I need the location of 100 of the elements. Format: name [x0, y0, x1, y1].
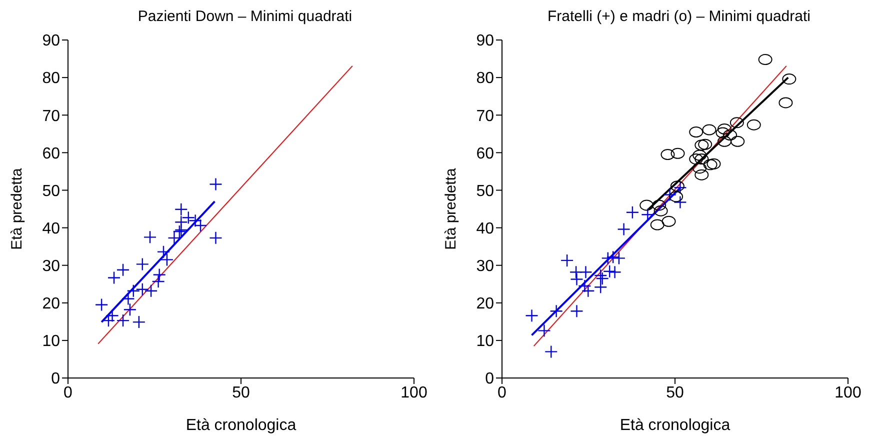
point — [778, 97, 793, 108]
y-tick-label: 80 — [42, 70, 60, 88]
point — [525, 309, 538, 322]
point — [617, 222, 630, 236]
point — [650, 219, 664, 230]
y-tick-label: 30 — [42, 258, 60, 276]
point — [670, 148, 685, 159]
x-tick-label: 0 — [498, 384, 507, 402]
point — [123, 303, 137, 316]
y-tick-label: 90 — [476, 32, 494, 50]
point — [689, 126, 704, 138]
point — [132, 315, 146, 329]
point — [670, 180, 684, 192]
point — [694, 154, 709, 165]
chart-title: Pazienti Down – Minimi quadrati — [136, 8, 354, 27]
point — [143, 230, 157, 244]
y-tick-label: 20 — [476, 296, 494, 313]
point — [116, 263, 130, 276]
point — [641, 208, 654, 222]
point — [601, 252, 614, 265]
point — [652, 200, 666, 211]
point — [209, 178, 222, 191]
point — [136, 258, 149, 271]
point — [612, 252, 626, 265]
x-tick-label: 50 — [666, 384, 684, 402]
point — [107, 271, 121, 284]
point — [730, 136, 745, 147]
chart-title: Fratelli (+) e madri (o) – Minimi quadrati — [546, 8, 812, 27]
point — [654, 205, 668, 216]
point — [122, 292, 135, 306]
y-tick-label: 80 — [476, 70, 494, 88]
point — [689, 154, 704, 165]
y-tick-label: 40 — [476, 220, 494, 238]
point — [716, 127, 730, 138]
point — [106, 309, 119, 322]
point — [674, 180, 687, 194]
point — [660, 149, 675, 160]
point — [579, 265, 592, 279]
y-tick-label: 40 — [42, 220, 60, 238]
y-tick-label: 70 — [42, 108, 60, 125]
point — [692, 150, 707, 161]
point — [626, 206, 640, 219]
point — [608, 265, 622, 279]
point — [152, 268, 166, 282]
point — [698, 138, 712, 150]
x-tick-label: 100 — [400, 384, 428, 402]
point — [94, 298, 108, 312]
point — [594, 280, 608, 294]
point — [594, 268, 608, 282]
point — [550, 304, 563, 318]
point — [640, 200, 654, 211]
point — [674, 196, 687, 209]
y-axis-title: Età predetta — [8, 167, 26, 250]
point — [706, 158, 721, 170]
point — [126, 284, 140, 298]
point — [606, 250, 620, 264]
y-tick-label: 10 — [42, 333, 60, 350]
point — [663, 188, 676, 202]
point — [746, 119, 761, 130]
y-tick-label: 90 — [42, 32, 60, 50]
point — [544, 345, 558, 358]
point — [603, 264, 616, 278]
point — [168, 231, 181, 245]
point — [152, 274, 165, 288]
y-tick-label: 70 — [476, 108, 494, 125]
x-tick-label: 0 — [64, 384, 73, 402]
y-tick-label: 30 — [476, 258, 494, 276]
y-tick-label: 0 — [51, 370, 60, 388]
point — [702, 124, 716, 136]
point — [570, 304, 584, 318]
point — [703, 159, 718, 170]
y-tick-label: 20 — [42, 296, 60, 313]
x-tick-label: 50 — [232, 384, 250, 402]
y-tick-label: 60 — [476, 145, 494, 162]
point — [717, 136, 732, 147]
x-axis-title: Età cronologica — [186, 417, 296, 434]
y-tick-label: 60 — [42, 145, 60, 162]
point — [144, 284, 158, 298]
x-tick-label: 100 — [834, 384, 862, 402]
y-tick-label: 0 — [485, 370, 494, 388]
point — [782, 74, 796, 85]
y-tick-label: 50 — [476, 182, 494, 200]
point — [136, 282, 149, 296]
point — [669, 191, 684, 202]
point — [209, 231, 222, 245]
point — [723, 130, 738, 141]
y-tick-label: 50 — [42, 182, 60, 200]
y-tick-label: 10 — [476, 333, 494, 350]
point — [694, 169, 709, 180]
point — [717, 124, 732, 135]
point — [692, 162, 707, 174]
point — [694, 140, 709, 151]
point — [560, 254, 574, 268]
point — [730, 117, 744, 128]
point — [662, 216, 676, 227]
x-axis-title: Età cronologica — [620, 417, 730, 434]
point — [116, 314, 130, 328]
point — [538, 324, 551, 338]
y-axis-title: Età predetta — [442, 167, 460, 250]
point — [758, 54, 772, 66]
